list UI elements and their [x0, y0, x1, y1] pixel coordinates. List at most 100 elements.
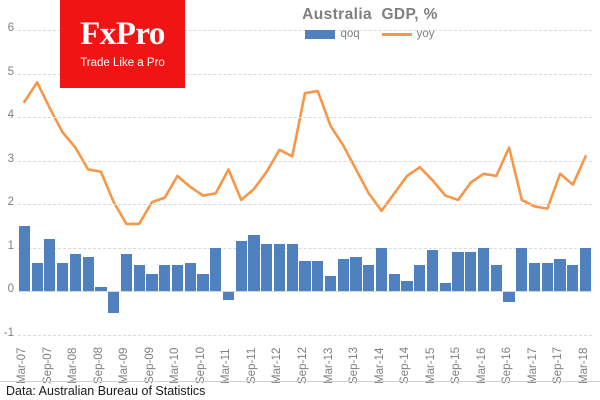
bar-qoq [554, 258, 566, 292]
x-axis-tick-label: Mar-10 [169, 347, 182, 384]
bar-qoq [312, 260, 324, 292]
gridline [18, 335, 592, 336]
bar-qoq [286, 243, 298, 292]
x-axis-tick-label: Sep-12 [297, 346, 309, 384]
x-axis-tick-label: Sep-07 [41, 346, 54, 384]
bar-qoq [273, 243, 286, 292]
bar-qoq [210, 247, 222, 292]
x-axis-tick-label: Sep-17 [552, 346, 565, 384]
bar-qoq [299, 260, 311, 292]
bar-qoq [159, 265, 171, 292]
bar-qoq [31, 263, 43, 292]
bar-qoq [184, 263, 196, 292]
bar-qoq [146, 274, 158, 292]
x-axis-tick-label: Sep-11 [245, 347, 258, 384]
x-axis-tick-label: Sep-09 [143, 346, 156, 384]
bar-qoq [465, 252, 477, 292]
y-axis-tick-label: 6 [7, 22, 14, 34]
gridline [18, 117, 592, 119]
chart-legend: qoq yoy [255, 28, 485, 40]
source-note: Data: Australian Bureau of Statistics [6, 384, 206, 398]
gridline [18, 73, 592, 75]
x-axis-tick-label: Mar-07 [16, 347, 29, 384]
x-axis-tick-label: Sep-08 [92, 346, 105, 384]
legend-label-yoy: yoy [416, 28, 435, 40]
bar-qoq [18, 226, 30, 292]
zero-axis-line [18, 291, 592, 293]
x-axis-tick-label: Mar-14 [373, 347, 386, 384]
x-axis-tick-label: Sep-10 [194, 346, 207, 384]
x-axis-tick-label: Sep-13 [348, 346, 361, 384]
y-axis-tick-label: -1 [3, 327, 14, 339]
x-axis-tick-label: Mar-09 [118, 347, 131, 384]
legend-label-qoq: qoq [340, 28, 360, 40]
bar-qoq [541, 263, 553, 292]
bar-qoq [503, 291, 515, 303]
bar-qoq [452, 252, 464, 292]
y-axis-tick-label: 2 [7, 196, 14, 209]
bar-qoq [133, 265, 145, 292]
bar-qoq [171, 265, 184, 292]
plot-area [18, 30, 592, 336]
footer-divider [0, 381, 600, 382]
x-axis-tick-label: Mar-11 [220, 348, 233, 384]
x-axis-tick-label: Sep-16 [501, 346, 514, 384]
bar-qoq [69, 254, 81, 292]
bar-qoq [426, 250, 439, 292]
y-axis: 6 5 4 3 2 1 0 -1 [0, 22, 14, 339]
legend-swatch-bar-icon [305, 29, 336, 39]
bar-qoq [235, 241, 247, 292]
bar-qoq [324, 276, 337, 292]
bar-qoq [95, 287, 107, 292]
bar-qoq [222, 291, 235, 301]
x-axis-tick-label: Mar-13 [322, 347, 335, 384]
x-axis-tick-label: Mar-17 [526, 347, 539, 384]
bar-qoq [439, 282, 451, 292]
legend-item-qoq: qoq [305, 28, 360, 40]
gridline [18, 247, 592, 249]
bar-qoq [401, 280, 413, 292]
y-axis-tick-label: 3 [7, 152, 14, 165]
bar-qoq [337, 258, 349, 292]
bar-qoq [57, 263, 69, 292]
x-axis-tick-label: Sep-14 [399, 346, 412, 384]
bar-qoq [363, 265, 375, 292]
bar-qoq [108, 291, 120, 314]
bar-qoq [82, 256, 94, 292]
gridline [18, 30, 592, 31]
x-axis-tick-label: Mar-18 [577, 347, 590, 384]
gridline [18, 160, 592, 162]
fxpro-logo: FxPro Trade Like a Pro [60, 0, 185, 88]
y-axis-tick-label: 4 [7, 109, 14, 122]
x-axis-tick-label: Mar-15 [424, 347, 437, 384]
bar-qoq [580, 247, 592, 292]
gridline [18, 204, 592, 206]
bar-qoq [350, 256, 362, 292]
bar-qoq [44, 239, 56, 292]
chart-title: Australia GDP, % [302, 6, 438, 23]
bar-qoq [248, 234, 260, 292]
legend-item-yoy: yoy [381, 28, 435, 40]
bar-qoq [477, 247, 490, 292]
bar-qoq [516, 247, 528, 292]
bar-qoq [120, 254, 133, 292]
bar-qoq [388, 274, 400, 292]
x-axis-tick-label: Sep-15 [450, 346, 463, 384]
y-axis-tick-label: 1 [7, 239, 14, 252]
logo-tagline: Trade Like a Pro [80, 57, 165, 70]
bar-qoq [375, 247, 388, 292]
bar-qoq [197, 274, 209, 292]
x-axis-tick-label: Mar-16 [475, 347, 488, 384]
x-axis-tick-label: Mar-12 [271, 347, 284, 384]
yoy-line-series [23, 80, 587, 226]
y-axis-tick-label: 5 [7, 65, 14, 78]
bar-qoq [414, 265, 426, 292]
x-axis-tick-label: Mar-08 [67, 347, 80, 384]
bar-qoq [261, 243, 273, 292]
y-axis-tick-label: 0 [7, 283, 14, 296]
x-axis: Mar-07 Sep-07 Mar-08 Sep-08 Mar-09 Sep-09 Mar-… [16, 338, 592, 384]
legend-swatch-line-icon [381, 32, 412, 36]
bar-qoq [528, 263, 541, 292]
bar-qoq [567, 265, 579, 292]
